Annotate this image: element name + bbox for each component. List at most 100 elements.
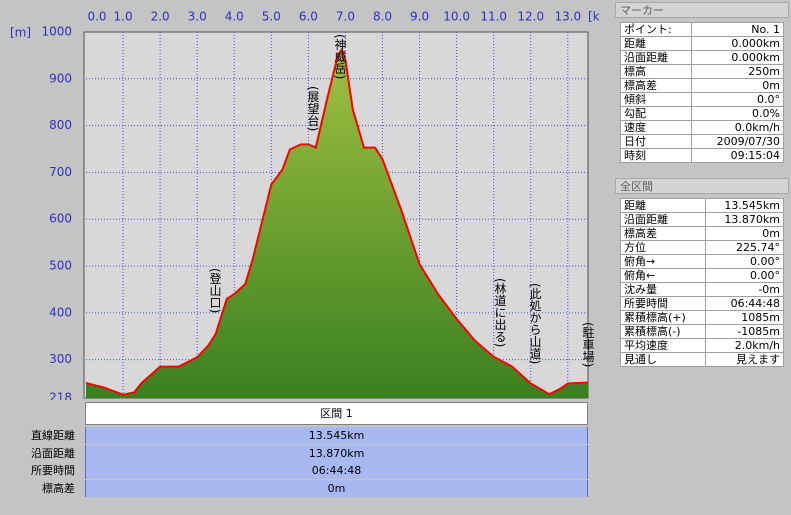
elevation-area (86, 49, 588, 399)
row-label: 標高差 (619, 226, 707, 241)
annotation: (駐車場) (581, 322, 595, 367)
panel-row: 標高差 0m (619, 226, 784, 241)
annotation: (神威岳) (333, 34, 347, 79)
annotation: (登山口) (208, 268, 222, 313)
x-tick-label: 5.0 (262, 10, 281, 24)
panel-row: 沿面距離 13.870km (619, 212, 784, 227)
row-label: 速度 (619, 120, 693, 135)
row-label: 標高 (619, 64, 693, 79)
row-value: 09:15:04 (691, 148, 784, 163)
panel-row: 距離 13.545km (619, 198, 784, 213)
y-axis-label: [m] (10, 26, 31, 40)
x-tick-label: 10.0 (443, 10, 470, 24)
y-tick-label: 700 (49, 165, 72, 179)
row-value: 0.0° (691, 92, 784, 107)
y-tick-label: 400 (49, 305, 72, 319)
row-label: 方位 (619, 240, 707, 255)
row-label: 沿面距離 (31, 446, 75, 460)
y-tick-label: 800 (49, 118, 72, 132)
row-value: 2.0km/h (705, 338, 784, 353)
row-value: 1085m (705, 310, 784, 325)
marker-title: マーカー (615, 2, 789, 18)
row-value: No. 1 (691, 22, 784, 37)
row-value: 13.545km (705, 198, 784, 213)
panel-row: 俯角← 0.00° (619, 268, 784, 283)
panel-row: 勾配 0.0% (619, 106, 784, 121)
section-row: 標高差 0m (0, 479, 588, 497)
panel-row: 方位 225.74° (619, 240, 784, 255)
section-header: 区間 1 (85, 402, 588, 425)
y-tick-label: 218 (49, 391, 72, 401)
row-value: 250m (691, 64, 784, 79)
row-label: 標高差 (619, 78, 693, 93)
row-label: 沿面距離 (619, 50, 693, 65)
row-value: 0m (691, 78, 784, 93)
row-value: 0.00° (705, 268, 784, 283)
panel-row: 沈み量 -0m (619, 282, 784, 297)
x-tick-label: 11.0 (480, 10, 507, 24)
row-value: 0.00° (705, 254, 784, 269)
section-row: 直線距離 13.545km (0, 427, 588, 444)
y-tick-label: 300 (49, 352, 72, 366)
panel-row: 標高差 0m (619, 78, 784, 93)
row-label: 傾斜 (619, 92, 693, 107)
panel-row: 俯角→ 0.00° (619, 254, 784, 269)
row-value: 0.000km (691, 50, 784, 65)
row-value: 06:44:48 (705, 296, 784, 311)
row-label: 距離 (619, 198, 707, 213)
panel-row: 速度 0.0km/h (619, 120, 784, 135)
row-label: 直線距離 (31, 429, 75, 442)
y-tick-label: 500 (49, 259, 72, 273)
section-row: 所要時間 06:44:48 (0, 462, 588, 479)
panel-row: 累積標高(+) 1085m (619, 310, 784, 325)
y-tick-label: 900 (49, 71, 72, 85)
row-value: 13.870km (85, 444, 588, 462)
x-tick-label: 7.0 (336, 10, 355, 24)
total-title: 全区間 (615, 178, 789, 194)
annotation: (林道に出る) (493, 278, 507, 347)
x-tick-label: 1.0 (114, 10, 133, 24)
x-tick-label: 4.0 (225, 10, 244, 24)
row-label: 日付 (619, 134, 693, 149)
row-label: 距離 (619, 36, 693, 51)
row-value: 2009/07/30 (691, 134, 784, 149)
row-value: -0m (705, 282, 784, 297)
row-label: 所要時間 (619, 296, 707, 311)
row-label: 時刻 (619, 148, 693, 163)
row-label: 所要時間 (31, 464, 75, 477)
annotation: (此処から山道) (528, 283, 542, 364)
panel-row: 平均速度 2.0km/h (619, 338, 784, 353)
x-tick-label: 6.0 (299, 10, 318, 24)
panel-row: 累積標高(-) -1085m (619, 324, 784, 339)
elevation-line (85, 47, 589, 396)
y-tick-label: 1000 (41, 25, 72, 39)
row-value: 0.0% (691, 106, 784, 121)
row-label: 勾配 (619, 106, 693, 121)
x-tick-label: 13.0 (554, 10, 581, 24)
panel-row: 傾斜 0.0° (619, 92, 784, 107)
panel-row: 見通し 見えます (619, 352, 784, 367)
y-tick-label: 600 (49, 212, 72, 226)
row-label: 標高差 (42, 481, 75, 495)
row-value: -1085m (705, 324, 784, 339)
row-value: 0.000km (691, 36, 784, 51)
row-value: 06:44:48 (85, 462, 588, 479)
row-label: 累積標高(+) (619, 310, 707, 325)
x-tick-label: 12.0 (517, 10, 544, 24)
marker-table: ポイント: No. 1 距離 0.000km 沿面距離 0.000km 標高 250m 標高差 0… (619, 22, 784, 163)
panel-row: 沿面距離 0.000km (619, 50, 784, 65)
panel-row: 所要時間 06:44:48 (619, 296, 784, 311)
row-value: 13.545km (85, 427, 588, 444)
annotation: (展望台) (306, 86, 320, 131)
total-table: 距離 13.545km 沿面距離 13.870km 標高差 0m 方位 225.74° 俯角→ 0… (619, 198, 784, 367)
row-value: 0m (705, 226, 784, 241)
row-label: 累積標高(-) (619, 324, 707, 339)
x-tick-label: 2.0 (151, 10, 170, 24)
row-label: 俯角→ (619, 254, 707, 269)
row-value: 0m (85, 479, 588, 497)
row-label: 俯角← (619, 268, 707, 283)
panel-row: 時刻 09:15:04 (619, 148, 784, 163)
panel-row: 標高 250m (619, 64, 784, 79)
x-tick-label: 3.0 (188, 10, 207, 24)
x-tick-label: 8.0 (373, 10, 392, 24)
